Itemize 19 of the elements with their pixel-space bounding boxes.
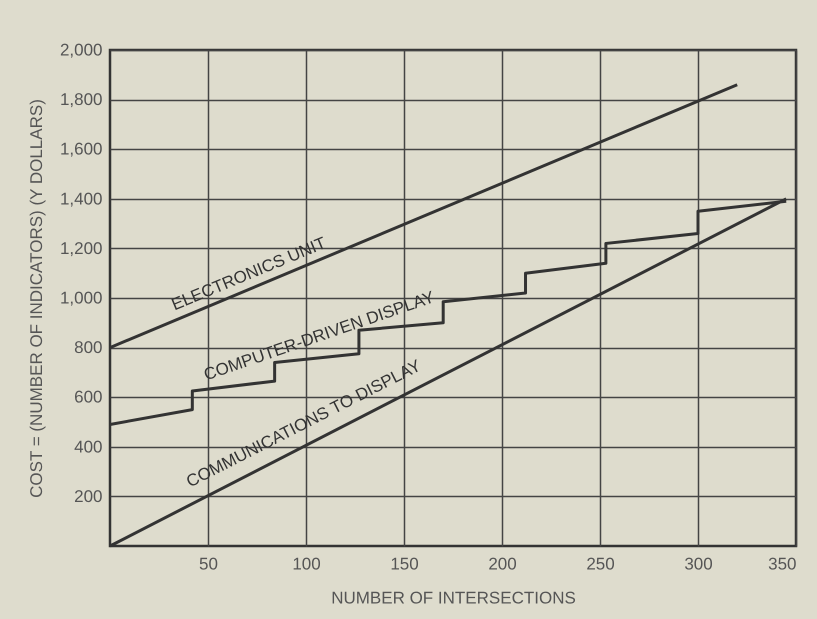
y-tick-label: 1,800 <box>60 90 102 110</box>
x-tick-label: 300 <box>684 554 713 574</box>
x-tick-label: 350 <box>768 554 796 574</box>
y-tick-label: 400 <box>74 437 102 456</box>
y-tick-label: 600 <box>74 388 102 407</box>
x-axis-title: NUMBER OF INTERSECTIONS <box>331 588 576 608</box>
x-tick-label: 200 <box>488 554 517 574</box>
x-tick-label: 50 <box>199 554 218 574</box>
y-axis-title: COST = (NUMBER OF INDICATORS) (Y DOLLARS) <box>26 99 46 498</box>
y-tick-label: 200 <box>74 486 102 506</box>
y-tick-label: 1,600 <box>60 140 102 159</box>
y-tick-label: 1,000 <box>60 288 102 308</box>
y-tick-label: 2,000 <box>60 40 102 60</box>
x-tick-label: 100 <box>292 554 321 574</box>
y-tick-label: 1,200 <box>60 238 102 258</box>
y-tick-label: 800 <box>74 338 102 358</box>
y-tick-label: 1,400 <box>60 189 102 208</box>
x-tick-label: 250 <box>586 554 615 574</box>
x-tick-label: 150 <box>390 554 419 574</box>
